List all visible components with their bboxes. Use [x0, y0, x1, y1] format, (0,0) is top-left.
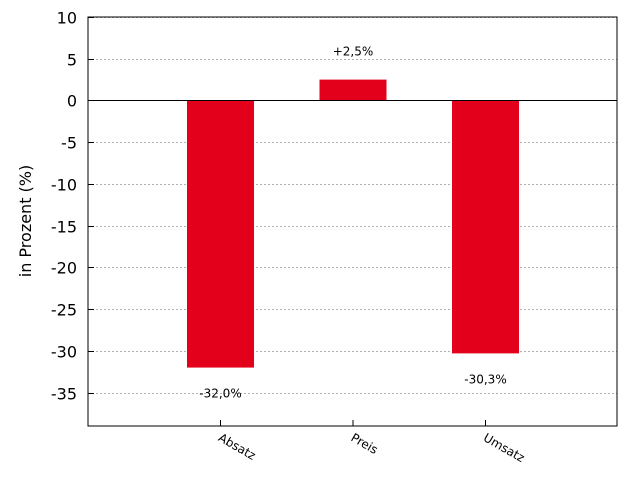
data-label-absatz: -32,0% [199, 387, 241, 401]
y-tick-label: -30 [51, 343, 77, 362]
y-tick-label: 0 [67, 92, 77, 111]
grid-lines [88, 17, 617, 394]
y-tick-labels: 10 5 0 -5 -10 -15 -20 -25 -30 -35 [51, 9, 94, 404]
x-tick-label-absatz: Absatz [216, 430, 258, 462]
data-label-umsatz: -30,3% [464, 372, 506, 386]
bar-absatz [187, 100, 254, 368]
y-tick-label: -20 [51, 259, 77, 278]
data-labels: -32,0% +2,5% -30,3% [199, 45, 506, 401]
x-tick-label-umsatz: Umsatz [481, 430, 527, 465]
bar-preis [319, 79, 387, 101]
x-tick-labels: Absatz Preis Umsatz [216, 420, 527, 465]
y-tick-label: 5 [67, 51, 77, 70]
data-label-preis: +2,5% [333, 45, 374, 59]
x-tick-label-preis: Preis [349, 430, 381, 456]
y-axis-title: in Prozent (%) [16, 165, 35, 277]
bar-umsatz [452, 100, 519, 354]
bars [187, 79, 519, 368]
y-tick-label: -35 [51, 385, 77, 404]
y-tick-label: -25 [51, 301, 77, 320]
y-tick-label: 10 [57, 9, 77, 28]
y-tick-label: -10 [51, 176, 77, 195]
plot-frame [87, 16, 618, 427]
y-tick-label: -15 [51, 218, 77, 237]
y-tick-label: -5 [61, 134, 77, 153]
